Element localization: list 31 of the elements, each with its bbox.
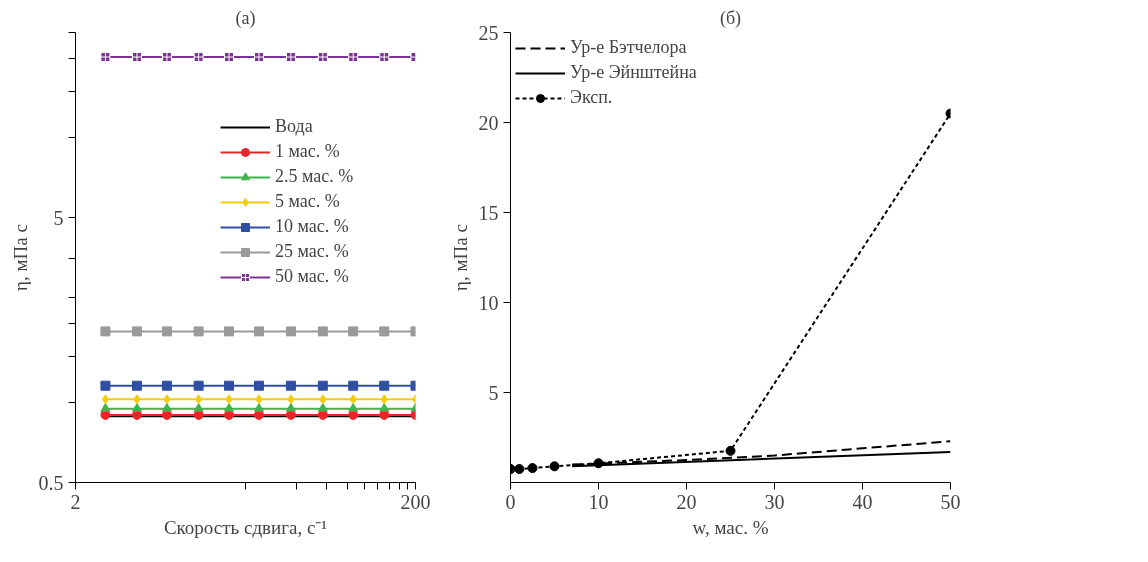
x-tick-label: 40 (852, 490, 873, 513)
x-tick-label: 30 (764, 490, 785, 513)
legend-label: 10 мас. % (275, 216, 349, 237)
chart-title: (б) (719, 7, 742, 29)
y-tick-label: 20 (478, 111, 499, 134)
y-tick-label: 0.5 (38, 471, 64, 494)
x-tick-label: 50 (940, 490, 961, 513)
x-tick-label: 10 (588, 490, 609, 513)
y-tick-label: 15 (478, 201, 499, 224)
x-axis-title: Скорость сдвига, с⁻¹ (163, 516, 328, 538)
legend-label: 1 мас. % (275, 141, 340, 162)
y-tick-label: 25 (478, 21, 499, 44)
legend-label: 2.5 мас. % (275, 166, 354, 187)
legend-label: Ур-е Бэтчелора (570, 37, 687, 58)
x-tick-label: 2 (70, 490, 81, 513)
x-tick-label: 20 (676, 490, 697, 513)
y-tick-label: 10 (478, 291, 499, 314)
legend-label: Ур-е Эйнштейна (570, 62, 697, 83)
chart-title: (а) (235, 7, 256, 29)
x-tick-label: 200 (400, 490, 431, 513)
legend-label: 5 мас. % (275, 191, 340, 212)
x-axis-title: w, мас. % (692, 516, 769, 538)
y-tick-label: 5 (53, 206, 64, 229)
legend-label: Вода (275, 116, 313, 137)
legend-label: 25 мас. % (275, 241, 349, 262)
legend-label: Эксп. (570, 87, 613, 108)
x-tick-label: 0 (505, 490, 516, 513)
y-axis-title: η, мПа с (449, 224, 471, 291)
y-tick-label: 5 (488, 381, 499, 404)
legend-label: 50 мас. % (275, 266, 349, 287)
y-axis-title: η, мПа с (9, 224, 31, 291)
